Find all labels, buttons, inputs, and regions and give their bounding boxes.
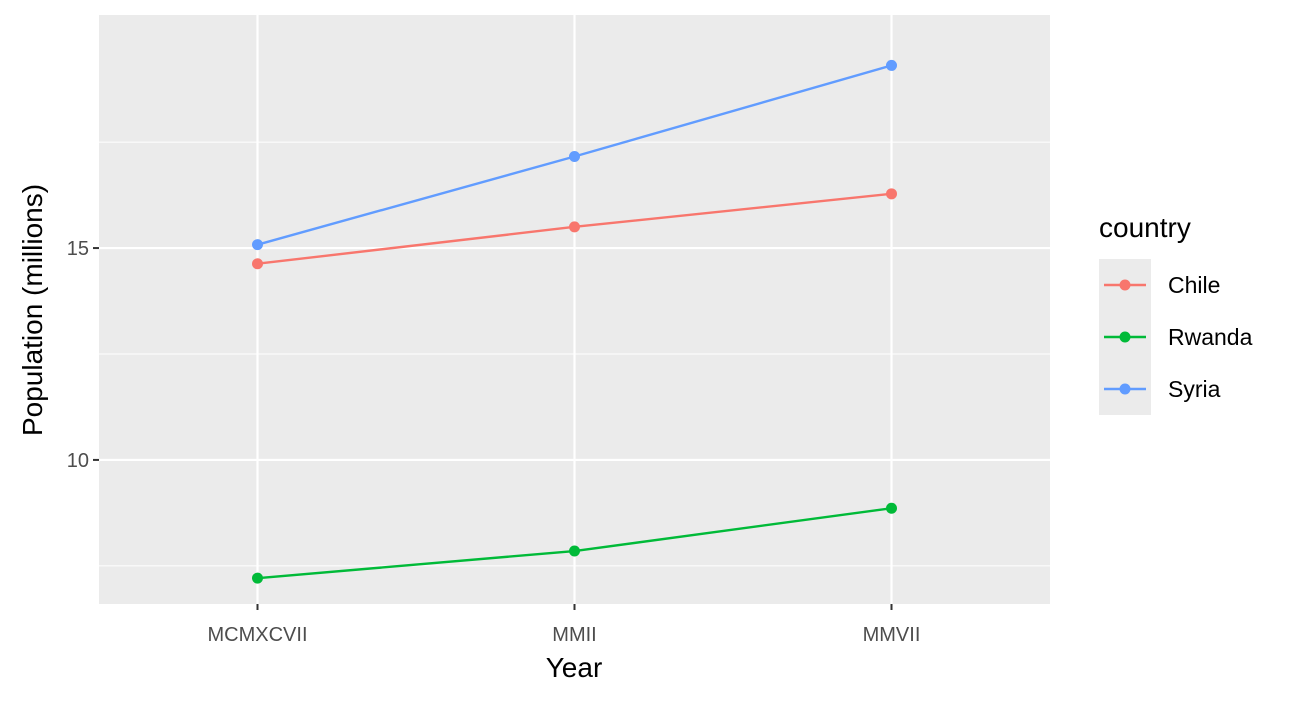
legend-label-chile: Chile bbox=[1168, 272, 1220, 298]
y-axis-title: Population (millions) bbox=[17, 184, 48, 436]
data-point-syria bbox=[886, 59, 897, 71]
legend-point-rwanda bbox=[1119, 331, 1131, 343]
y-tick-label: 15 bbox=[67, 238, 89, 260]
data-point-rwanda bbox=[569, 545, 580, 557]
x-axis-title: Year bbox=[546, 652, 603, 683]
x-tick-label: MMII bbox=[552, 624, 596, 646]
data-point-chile bbox=[252, 258, 263, 270]
series-layer bbox=[252, 59, 897, 584]
data-point-chile bbox=[569, 221, 580, 233]
x-tick-label: MMVII bbox=[863, 624, 921, 646]
x-tick-labels: MCMXCVII MMII MMVII bbox=[208, 624, 921, 646]
y-tick-labels: 10 15 bbox=[67, 238, 89, 472]
legend-label-syria: Syria bbox=[1168, 376, 1221, 402]
data-point-rwanda bbox=[252, 572, 263, 584]
legend-point-chile bbox=[1119, 279, 1131, 291]
legend-label-rwanda: Rwanda bbox=[1168, 324, 1253, 350]
data-point-syria bbox=[569, 151, 580, 163]
legend-point-syria bbox=[1119, 383, 1131, 395]
major-gridlines bbox=[99, 15, 1050, 604]
data-point-rwanda bbox=[886, 502, 897, 514]
legend: country Chile Rwanda Syria bbox=[1099, 212, 1253, 415]
data-point-chile bbox=[886, 188, 897, 200]
legend-title: country bbox=[1099, 212, 1191, 243]
data-point-syria bbox=[252, 239, 263, 251]
x-tick-label: MCMXCVII bbox=[208, 624, 308, 646]
axis-ticks bbox=[93, 247, 893, 610]
y-tick-label: 10 bbox=[67, 450, 89, 472]
